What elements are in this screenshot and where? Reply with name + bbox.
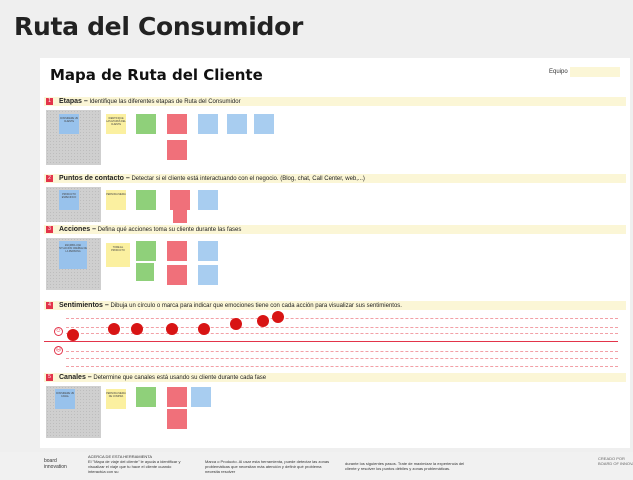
sticky-note[interactable] <box>173 209 187 223</box>
grid-line <box>66 351 618 352</box>
sticky-note[interactable]: PERSONA MEDIA DE COMPRA <box>106 389 126 409</box>
section-header-etapas: 1 Etapas – Identifique las diferentes et… <box>44 97 626 106</box>
sticky-note[interactable] <box>191 387 211 407</box>
sticky-note[interactable]: IDENTIFIQUE LAS ETAPAS DEL CLIENTE <box>106 114 126 134</box>
board-title: Mapa de Ruta del Cliente <box>50 66 263 84</box>
sentiment-dot[interactable] <box>230 318 242 330</box>
section-header-canales: 5 Canales – Determine que canales está u… <box>44 373 626 382</box>
section-title: Canales – <box>59 374 92 381</box>
grid-line <box>66 318 618 319</box>
sticky-note[interactable] <box>136 263 154 281</box>
sentiment-dot[interactable] <box>272 311 284 323</box>
sticky-note[interactable]: PRODUCTO ESPECIFICO <box>59 190 79 210</box>
grid-line <box>66 327 618 328</box>
sticky-note[interactable]: CONSIDERE UN CLIENTE <box>59 114 79 134</box>
sticky-note[interactable] <box>136 114 156 134</box>
sticky-note[interactable] <box>136 387 156 407</box>
sentiment-dot[interactable] <box>166 323 178 335</box>
sticky-note[interactable] <box>167 409 187 429</box>
section-number: 5 <box>46 374 53 381</box>
happy-face-icon: ☺ <box>54 327 63 336</box>
section-desc: Defina qué acciones toma su cliente dura… <box>97 227 242 233</box>
section-desc: Determine que canales está usando su cli… <box>93 375 267 381</box>
sentiment-dot[interactable] <box>108 323 120 335</box>
sticky-note[interactable] <box>167 114 187 134</box>
sticky-note[interactable]: TOME EL PRODUCTO <box>106 243 130 267</box>
sticky-note[interactable] <box>198 241 218 261</box>
section-header-puntos-de-contacto: 2 Puntos de contacto – Detectar si el cl… <box>44 174 626 183</box>
section-number: 3 <box>46 226 53 233</box>
sticky-note[interactable]: PERSONA MEDIA <box>106 190 126 210</box>
sentiment-dot[interactable] <box>131 323 143 335</box>
footer <box>0 452 633 480</box>
sentiment-dot[interactable] <box>67 329 79 341</box>
sticky-note[interactable] <box>198 190 218 210</box>
sticky-note[interactable] <box>167 387 187 407</box>
sticky-note[interactable] <box>167 241 187 261</box>
section-header-acciones: 3 Acciones – Defina qué acciones toma su… <box>44 225 626 234</box>
footer-about-text: ACERCA DE ESTA HERRAMIENTA El "Mapa de v… <box>88 454 181 474</box>
sentiment-dot[interactable] <box>257 315 269 327</box>
footer-text: Marca o Producto. Al usar esta herramien… <box>205 459 330 474</box>
sticky-note[interactable] <box>167 140 187 160</box>
sticky-note[interactable] <box>198 114 218 134</box>
sticky-note[interactable] <box>227 114 247 134</box>
sticky-note[interactable]: ESCRIBA UNA SITUACIÓN CREÍBLE DE LA PERS… <box>59 241 87 269</box>
sticky-note[interactable] <box>198 265 218 285</box>
neutral-line <box>44 341 618 342</box>
section-number: 2 <box>46 175 53 182</box>
sentiment-dot[interactable] <box>198 323 210 335</box>
sticky-note[interactable]: CONSIDERE UN CANAL <box>55 389 75 409</box>
footer-brand: CREADO POR BOARD OF INNOVATION <box>598 456 633 466</box>
section-number: 4 <box>46 302 53 309</box>
section-desc: Identifique las diferentes etapas de Rut… <box>89 99 241 105</box>
section-title: Acciones – <box>59 226 96 233</box>
section-title: Sentimientos – <box>59 302 109 309</box>
team-input[interactable] <box>570 67 620 77</box>
section-number: 1 <box>46 98 53 105</box>
grid-line <box>66 358 618 359</box>
brand-logo: board innovation <box>44 458 67 470</box>
sad-face-icon: ☹ <box>54 346 63 355</box>
sticky-note[interactable] <box>170 190 190 210</box>
section-title: Etapas – <box>59 98 88 105</box>
page-title: Ruta del Consumidor <box>14 12 304 41</box>
sticky-note[interactable] <box>254 114 274 134</box>
grid-line <box>66 333 618 334</box>
sticky-note[interactable] <box>136 190 156 210</box>
section-desc: Dibuja un círculo o marca para indicar q… <box>110 303 402 309</box>
footer-text: durante los siguientes pasos. Trate de m… <box>345 461 465 471</box>
section-header-sentimientos: 4 Sentimientos – Dibuja un círculo o mar… <box>44 301 626 310</box>
grid-line <box>66 366 618 367</box>
sticky-note[interactable] <box>136 241 156 261</box>
section-title: Puntos de contacto – <box>59 175 130 182</box>
team-label: Equipo <box>549 69 568 75</box>
section-desc: Detectar si el cliente está interactuand… <box>131 176 365 182</box>
sticky-note[interactable] <box>167 265 187 285</box>
